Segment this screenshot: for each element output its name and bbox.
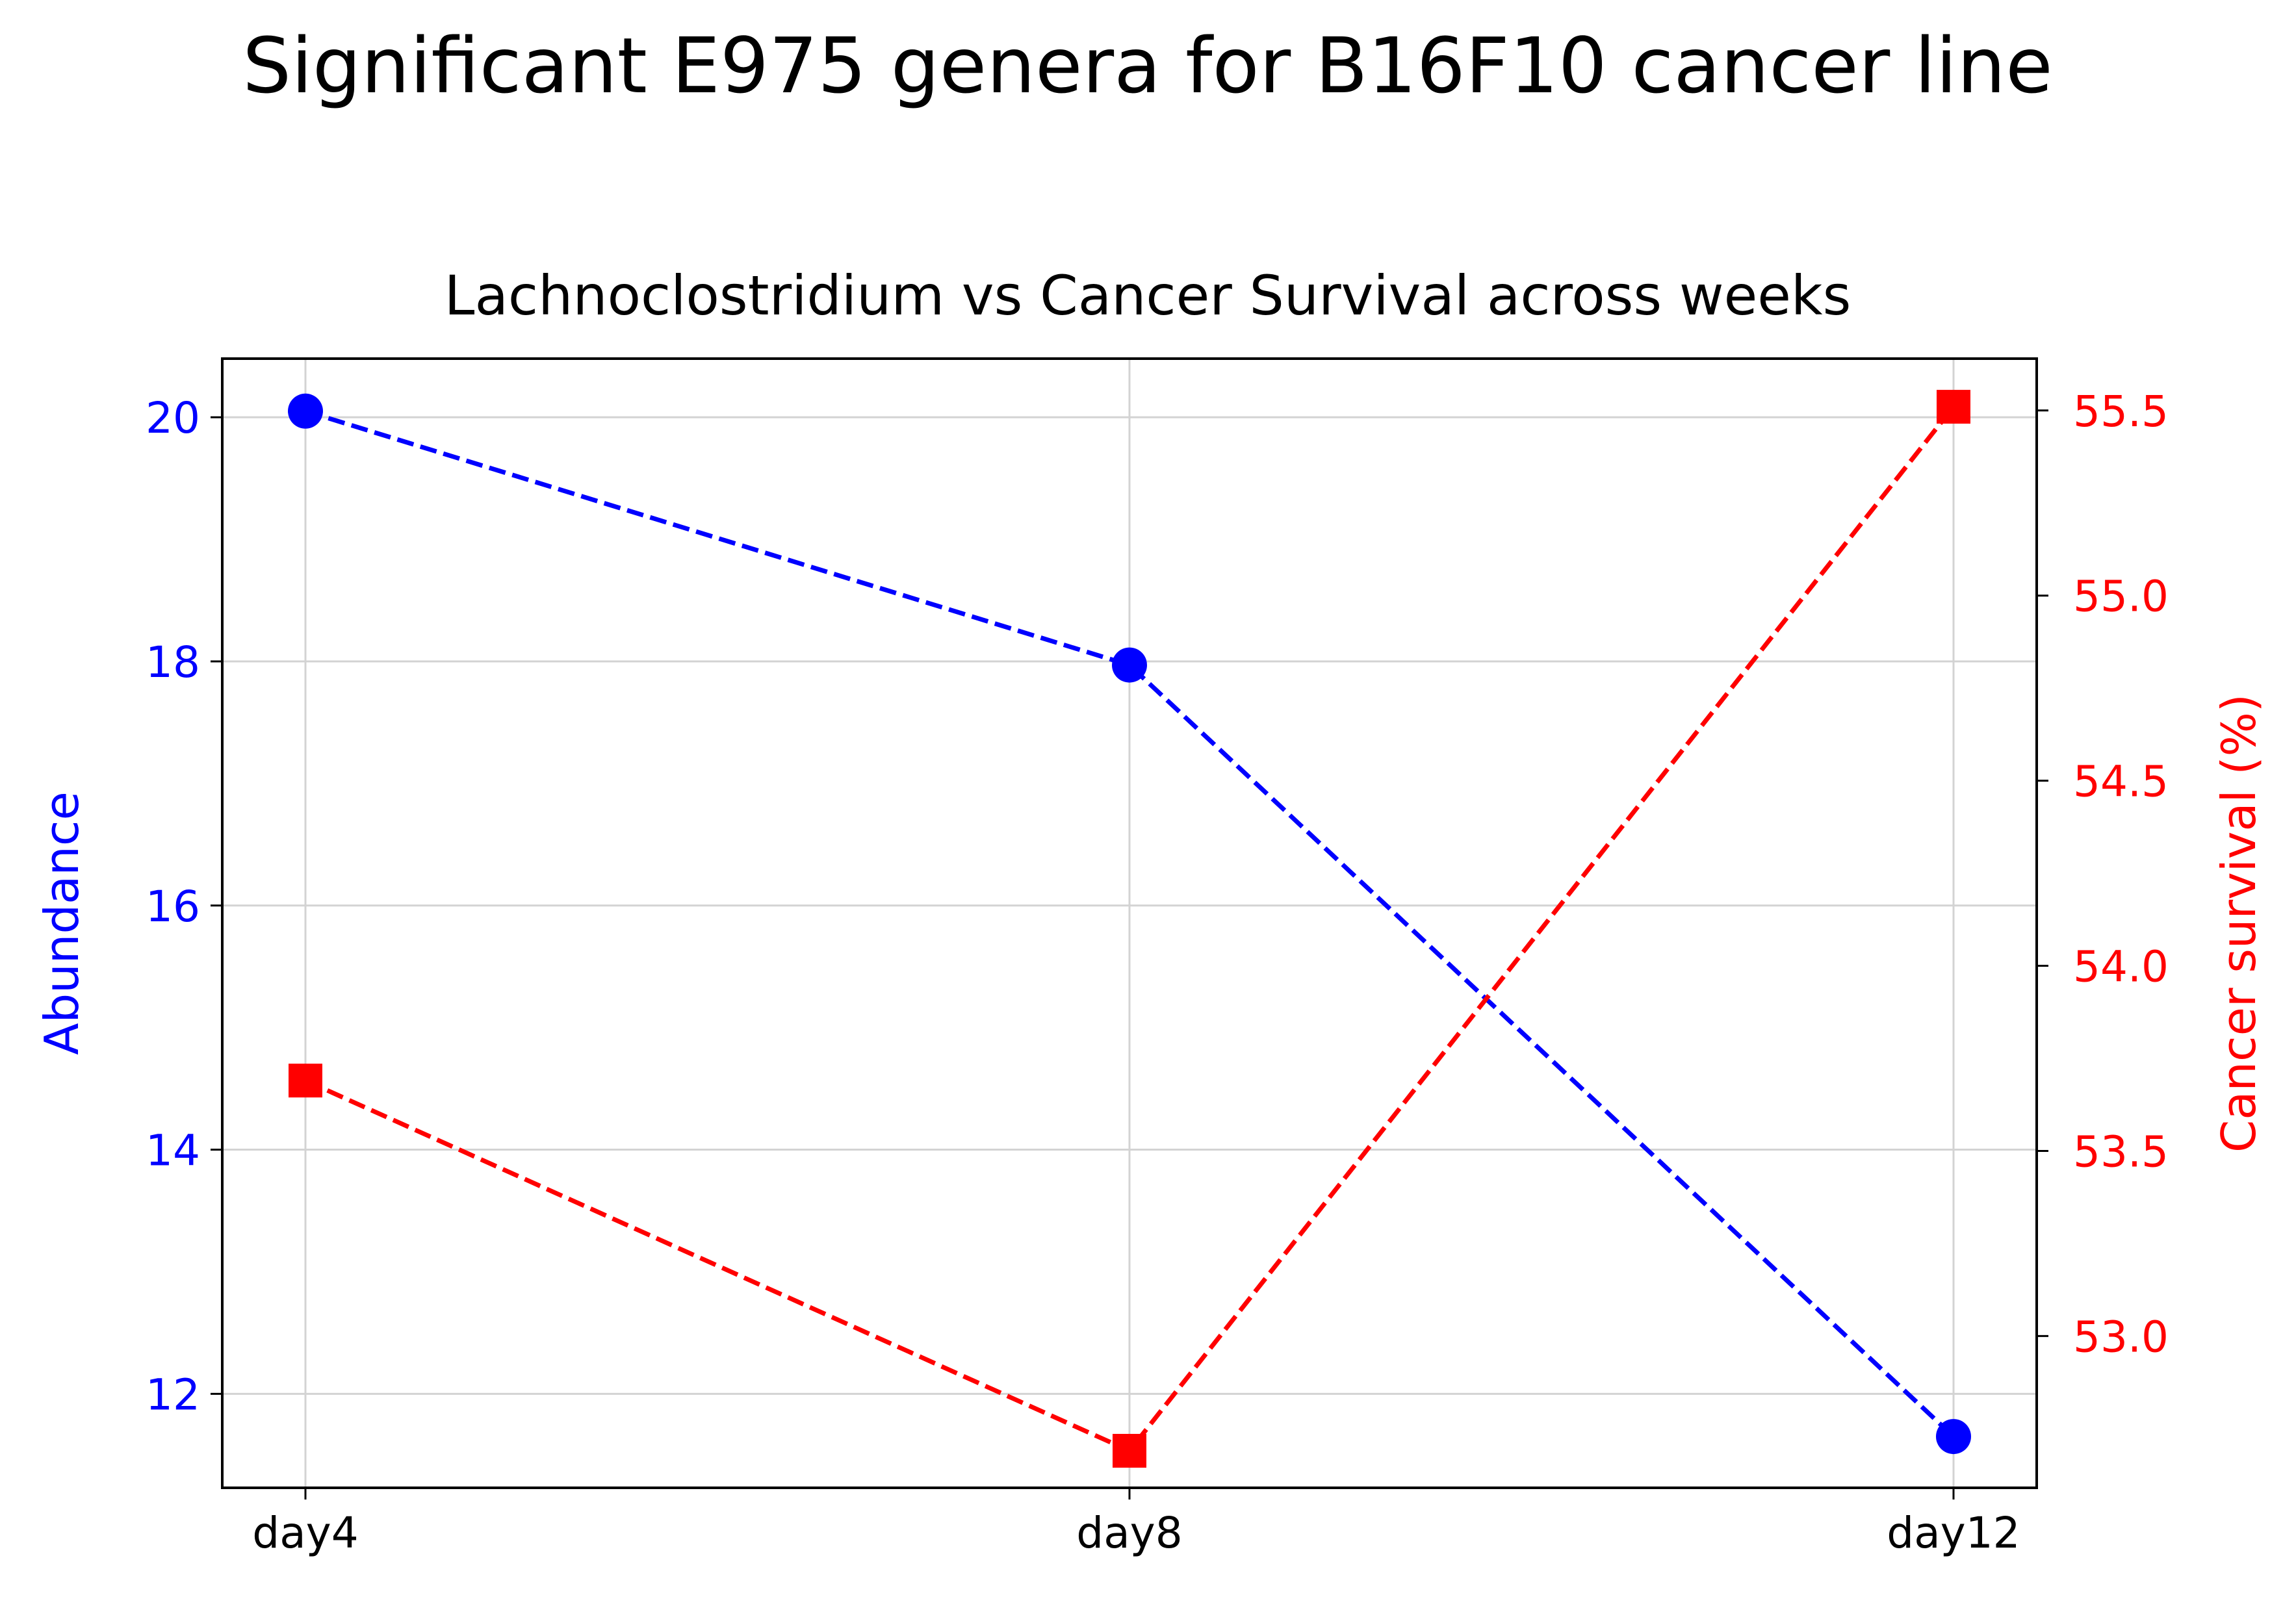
y-axis-label-left: Abundance	[34, 791, 89, 1055]
series-line-left	[304, 409, 1955, 1438]
x-tick-label: day8	[1076, 1508, 1182, 1558]
series-point-left	[1112, 647, 1147, 683]
y-tick-label-right: 55.5	[2073, 387, 2169, 437]
y-tick-label-right: 53.0	[2073, 1312, 2169, 1362]
y-tick-label-right: 54.0	[2073, 942, 2169, 992]
series-point-right	[289, 1064, 322, 1098]
series-point-left	[288, 393, 323, 429]
axes: day4 day8 day12 12 14 16 18 20 53.0 53.5 54.0 54.5 5…	[146, 387, 2169, 1558]
y-tick-label-left: 16	[146, 882, 200, 932]
series-point-right	[1937, 390, 1970, 424]
y-tick-label-left: 12	[146, 1370, 200, 1420]
x-tick-label: day12	[1887, 1508, 2020, 1558]
series-point-left	[1936, 1419, 1971, 1455]
y-tick-label-right: 55.0	[2073, 572, 2169, 622]
y-tick-label-right: 53.5	[2073, 1127, 2169, 1177]
y-axis-label-right: Cancer survival (%)	[2212, 694, 2266, 1153]
x-tick-label: day4	[252, 1508, 358, 1558]
y-tick-label-left: 18	[146, 637, 200, 687]
figure-suptitle: Significant E975 genera for B16F10 cance…	[242, 21, 2053, 110]
chart-title: Lachnoclostridium vs Cancer Survival acr…	[445, 264, 1851, 327]
y-tick-label-right: 54.5	[2073, 757, 2169, 807]
series-layer	[288, 390, 1971, 1468]
series-point-right	[1113, 1434, 1146, 1468]
y-tick-label-left: 14	[146, 1126, 200, 1176]
y-tick-label-left: 20	[146, 393, 200, 443]
